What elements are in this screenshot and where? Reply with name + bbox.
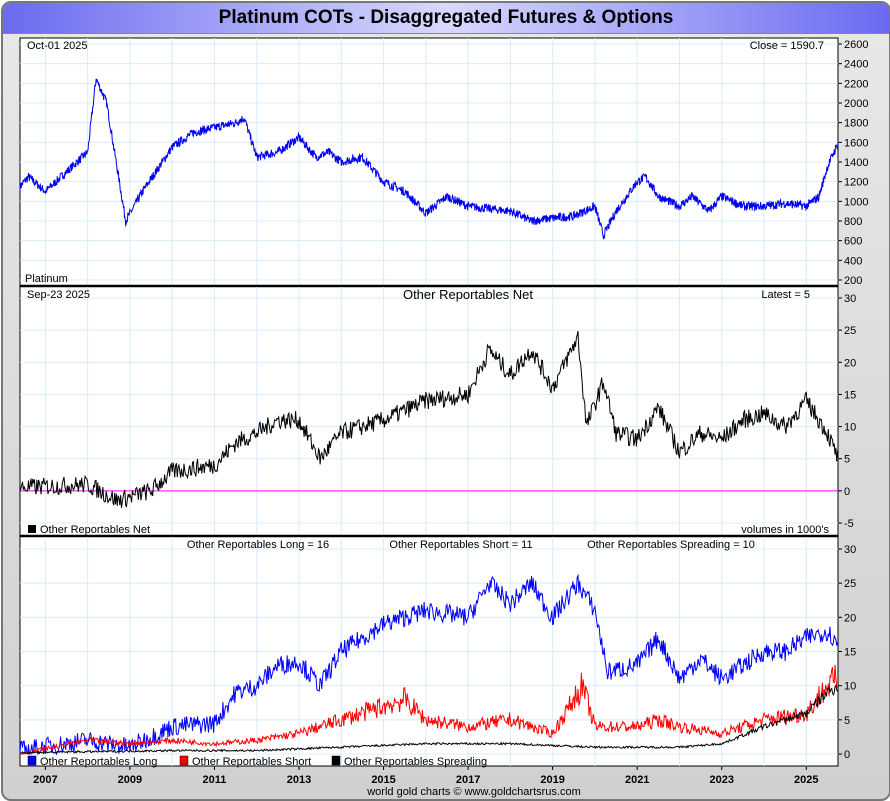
y-tick-label: 400 bbox=[844, 255, 862, 267]
legend-swatch bbox=[27, 755, 37, 766]
legend-swatch-net bbox=[28, 525, 36, 533]
x-tick-label: 2007 bbox=[33, 774, 57, 786]
component-header: Other Reportables Spreading = 10 bbox=[587, 539, 755, 551]
x-tick-label: 2013 bbox=[287, 774, 311, 786]
y-tick-label: 1800 bbox=[844, 118, 868, 130]
panel-components: 0 5 10 15 20 25 30 bbox=[19, 537, 856, 766]
panel-price: 200 400 600 800 1000 1200 1400 1600 1800 2000 2200… bbox=[19, 38, 868, 288]
legend-swatch bbox=[331, 755, 341, 766]
chart-title: Platinum COTs - Disaggregated Futures & … bbox=[3, 3, 889, 34]
y-tick-label: 200 bbox=[844, 275, 862, 287]
y-tick-label: 20 bbox=[844, 612, 856, 624]
y-tick-label: 30 bbox=[844, 544, 856, 556]
y-tick-label: 10 bbox=[844, 681, 856, 693]
y-tick-label: 10 bbox=[844, 422, 856, 434]
y-tick-label: 1400 bbox=[844, 157, 868, 169]
y-tick-label: -5 bbox=[844, 518, 854, 530]
panel-net: -5 0 5 10 15 20 25 30 bbox=[19, 287, 856, 538]
footer-credit: world gold charts © www.goldchartsrus.co… bbox=[366, 786, 581, 798]
y-tick-label: 15 bbox=[844, 647, 856, 659]
series-line-other-reportables-spreading bbox=[19, 683, 838, 755]
x-tick-label: 2009 bbox=[118, 774, 142, 786]
legend-net: Other Reportables Net bbox=[40, 524, 150, 536]
net-date-label: Sep-23 2025 bbox=[27, 289, 90, 301]
legend-swatch bbox=[179, 755, 189, 766]
y-tick-label: 5 bbox=[844, 715, 850, 727]
y-tick-label: 0 bbox=[844, 749, 850, 761]
series-line-platinum bbox=[19, 78, 839, 240]
volumes-note: volumes in 1000's bbox=[741, 524, 829, 536]
y-tick-label: 2200 bbox=[844, 78, 868, 90]
y-tick-label: 1600 bbox=[844, 137, 868, 149]
x-tick-label: 2021 bbox=[625, 774, 649, 786]
component-header: Other Reportables Short = 11 bbox=[389, 539, 532, 551]
y-tick-label: 1000 bbox=[844, 196, 868, 208]
y-tick-label: 2000 bbox=[844, 98, 868, 110]
x-tick-label: 2015 bbox=[371, 774, 395, 786]
y-tick-label: 1200 bbox=[844, 177, 868, 189]
x-tick-label: 2011 bbox=[203, 774, 227, 786]
close-label: Close = 1590.7 bbox=[750, 40, 824, 52]
net-panel-title: Other Reportables Net bbox=[403, 287, 533, 302]
legend-label: Other Reportables Spreading bbox=[344, 756, 487, 768]
series-line-other-reportables-long bbox=[19, 573, 839, 756]
series-line-other-reportables-short bbox=[19, 664, 839, 755]
price-date-label: Oct-01 2025 bbox=[27, 40, 88, 52]
y-tick-label: 30 bbox=[844, 293, 856, 305]
y-tick-label: 20 bbox=[844, 357, 856, 369]
series-line-other-reportables-net bbox=[19, 330, 839, 508]
y-tick-label: 0 bbox=[844, 486, 850, 498]
x-tick-label: 2017 bbox=[456, 774, 480, 786]
component-header: Other Reportables Long = 16 bbox=[187, 539, 329, 551]
legend-label: Other Reportables Long bbox=[40, 756, 157, 768]
y-tick-label: 2400 bbox=[844, 59, 868, 71]
y-tick-label: 2600 bbox=[844, 39, 868, 51]
x-tick-label: 2023 bbox=[710, 774, 734, 786]
y-tick-label: 25 bbox=[844, 325, 856, 337]
y-tick-label: 800 bbox=[844, 216, 862, 228]
y-tick-label: 5 bbox=[844, 454, 850, 466]
latest-label: Latest = 5 bbox=[761, 289, 810, 301]
y-tick-label: 25 bbox=[844, 578, 856, 590]
y-tick-label: 15 bbox=[844, 389, 856, 401]
legend-label: Other Reportables Short bbox=[192, 756, 311, 768]
platinum-label: Platinum bbox=[25, 273, 68, 285]
x-tick-label: 2025 bbox=[794, 774, 818, 786]
x-tick-label: 2019 bbox=[540, 774, 564, 786]
y-tick-label: 600 bbox=[844, 236, 862, 248]
